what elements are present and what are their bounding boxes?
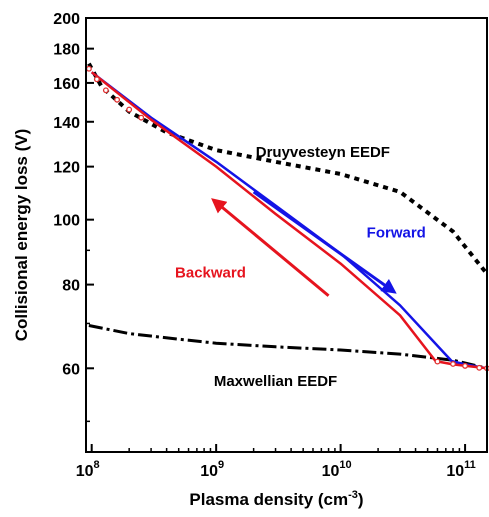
x-axis-title: Plasma density (cm-3) (189, 489, 363, 509)
y-tick-label: 180 (53, 42, 80, 59)
data-point (85, 65, 92, 72)
y-tick-label: 120 (53, 160, 80, 177)
series-line-forward (90, 71, 488, 370)
series-layer (85, 62, 489, 372)
annotation-forward: Forward (367, 225, 426, 242)
series-line-backward (90, 71, 488, 370)
x-tick-label: 1010 (322, 459, 352, 480)
data-point (138, 114, 145, 121)
data-point (450, 361, 456, 367)
x-tick-label: 1011 (446, 459, 475, 480)
x-tick-label: 109 (200, 459, 224, 480)
y-tick-label: 140 (53, 115, 80, 132)
data-point (126, 106, 133, 113)
axis-ticks: 60 80 100 120 140 160 180 200 108 109 1010 1011 (53, 11, 476, 480)
annotation-backward: Backward (175, 264, 246, 281)
backward-arrow (211, 198, 330, 297)
y-tick-label: 60 (62, 361, 80, 378)
data-point (462, 362, 469, 369)
series-line-druyvesteyn-eedf (87, 62, 489, 276)
x-axis-title-end: ) (358, 490, 364, 509)
annotation-druyvesteyn-eedf: Druyvesteyn EEDF (256, 144, 390, 161)
y-axis-title: Collisional energy loss (V) (12, 129, 31, 342)
x-axis-title-main: Plasma density (cm (189, 490, 348, 509)
data-point (434, 358, 441, 365)
forward-arrow (252, 190, 397, 294)
data-point (93, 76, 100, 83)
y-tick-label: 80 (62, 278, 80, 295)
x-axis-title-sup: -3 (348, 489, 358, 501)
data-point (476, 364, 483, 371)
y-tick-label: 160 (53, 76, 80, 93)
plot-frame (85, 17, 488, 453)
data-point (102, 87, 109, 94)
series-line-maxwellian-eedf (88, 324, 488, 370)
axes-layer: 60 80 100 120 140 160 180 200 108 109 1010 1011 (53, 11, 488, 480)
annotation-maxwellian-eedf: Maxwellian EEDF (214, 373, 337, 390)
y-tick-label: 100 (53, 213, 80, 230)
y-tick-label: 200 (53, 11, 80, 28)
data-point (114, 96, 121, 103)
annotation-layer: Druyvesteyn EEDF Maxwellian EEDF Forward Ba… (175, 144, 426, 390)
x-tick-label: 108 (76, 459, 100, 480)
